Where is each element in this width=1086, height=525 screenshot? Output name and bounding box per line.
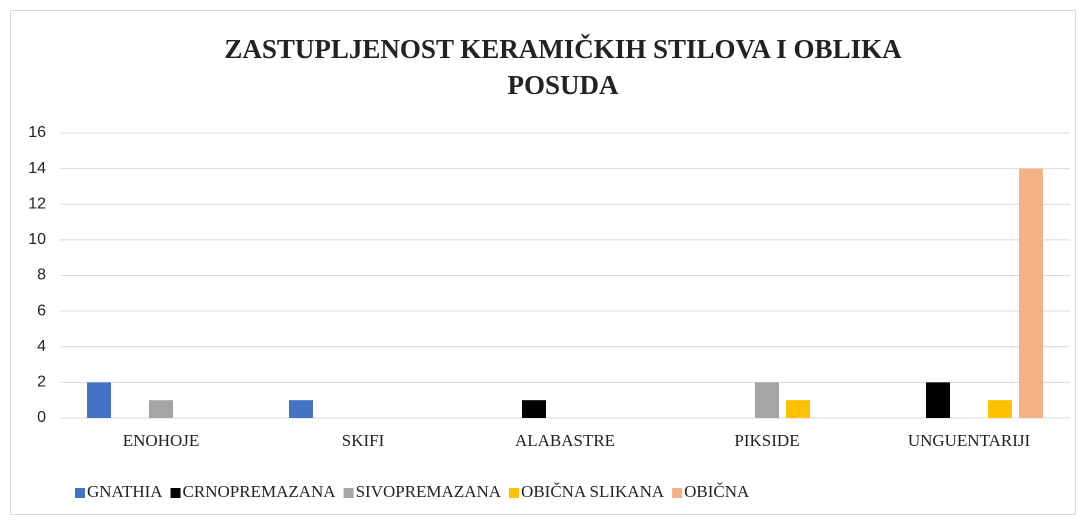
x-tick-label: SKIFI: [342, 431, 385, 450]
y-tick-label: 12: [28, 195, 46, 212]
bar: [988, 400, 1012, 418]
x-tick-label: UNGUENTARIJI: [908, 431, 1031, 450]
y-tick-label: 6: [37, 302, 46, 319]
y-tick-label: 2: [37, 374, 46, 391]
legend-swatch: [672, 488, 683, 498]
legend-swatch: [343, 488, 354, 498]
x-tick-label: ALABASTRE: [515, 431, 615, 450]
legend-label: SIVOPREMAZANA: [356, 482, 502, 501]
chart-title: POSUDA: [507, 70, 619, 100]
legend-label: OBIČNA SLIKANA: [521, 482, 665, 501]
x-tick-label: ENOHOJE: [123, 431, 200, 450]
y-tick-label: 10: [28, 231, 46, 248]
x-tick-label: PIKSIDE: [734, 431, 799, 450]
bar: [87, 382, 111, 418]
y-tick-label: 0: [37, 409, 46, 426]
bar: [289, 400, 313, 418]
legend-label: OBIČNA: [684, 482, 750, 501]
legend-label: GNATHIA: [87, 482, 163, 501]
bar: [149, 400, 173, 418]
y-tick-label: 16: [28, 124, 46, 141]
bar: [1019, 168, 1043, 418]
bar: [522, 400, 546, 418]
legend-swatch: [170, 488, 181, 498]
legend-label: CRNOPREMAZANA: [183, 482, 337, 501]
legend-swatch: [75, 488, 85, 498]
y-tick-label: 14: [28, 160, 46, 177]
chart-title: ZASTUPLJENOST KERAMIČKIH STILOVA I OBLIK…: [224, 34, 902, 64]
y-tick-label: 4: [37, 338, 46, 355]
bar: [786, 400, 810, 418]
bar: [755, 382, 779, 418]
y-tick-label: 8: [37, 267, 46, 284]
legend-swatch: [509, 488, 520, 498]
bar: [926, 382, 950, 418]
chart-border: [10, 10, 1076, 515]
